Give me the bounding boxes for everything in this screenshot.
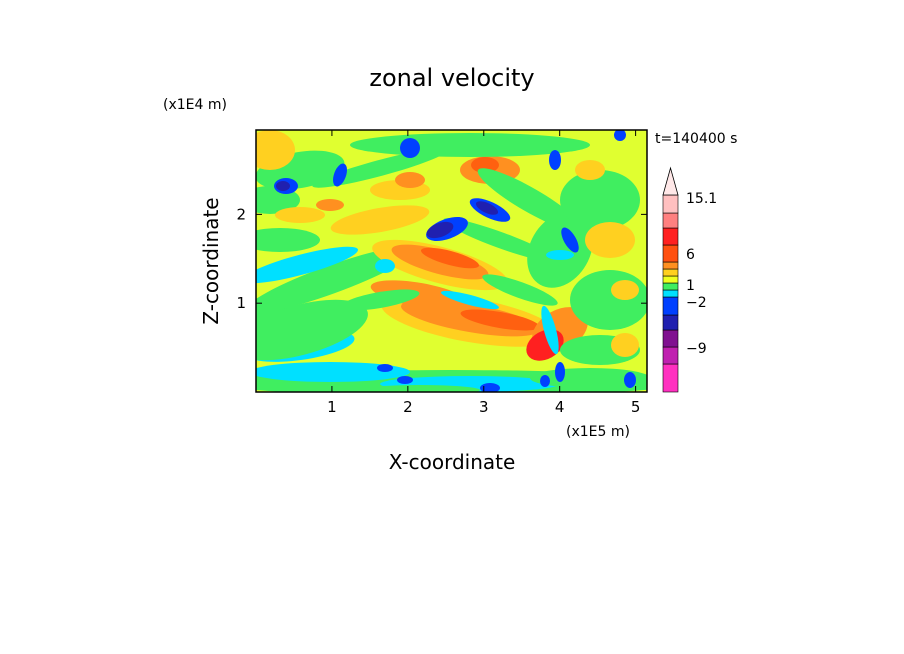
x-tick-label: 1 [327, 398, 337, 416]
contour-band [340, 289, 420, 311]
colorbar-labels: 15.1 6 1−2 −9 [686, 191, 717, 357]
contour-band [420, 247, 480, 269]
contour-band [395, 172, 425, 188]
chart-title: zonal velocity [369, 64, 534, 92]
colorbar-label: 6 [686, 247, 695, 263]
contour-band [560, 170, 640, 230]
contour-band [426, 221, 454, 239]
contour-band [585, 222, 635, 258]
colorbar-label: 1 [686, 278, 695, 294]
contour-band [256, 246, 415, 314]
contour-band [360, 385, 480, 392]
contour-band [256, 299, 368, 361]
colorbar-swatch [662, 289, 679, 298]
contour-band [460, 309, 540, 331]
contour-band [549, 150, 561, 170]
contour-band [541, 305, 559, 355]
colorbar-swatch [662, 282, 679, 291]
x-tick-label: 2 [403, 398, 413, 416]
colorbar-swatch [662, 212, 679, 229]
time-label: t=140400 s [655, 131, 737, 147]
y-tick-label: 2 [236, 205, 246, 223]
contour-band [540, 375, 550, 387]
contour-band [333, 163, 347, 187]
contour-band [624, 372, 636, 388]
colorbar-swatch [662, 268, 679, 277]
contour-band [256, 362, 410, 382]
colorbar-swatch [662, 227, 679, 246]
colorbar-extend-arrow [662, 166, 679, 196]
contour-band [370, 280, 470, 310]
colorbar-swatch [662, 194, 679, 214]
contour-band [400, 138, 420, 158]
contour-band [570, 270, 647, 330]
contour-band [397, 376, 413, 384]
colorbar-swatch [662, 346, 679, 365]
y-multiplier: (x1E4 m) [163, 97, 227, 113]
x-multiplier: (x1E5 m) [566, 424, 630, 440]
colorbar-swatch [662, 296, 679, 316]
contour-band [316, 199, 344, 211]
contour-band [555, 362, 565, 382]
contour-band [256, 228, 320, 252]
contour-band [440, 290, 500, 310]
contour-band [375, 259, 395, 273]
contour-band [480, 383, 500, 392]
contour-band [377, 364, 393, 372]
contour-band [614, 130, 626, 141]
colorbar-label: −2 [686, 295, 707, 311]
contour-field [256, 130, 647, 392]
contour-band [475, 201, 499, 215]
contour-band [276, 181, 290, 191]
colorbar-label: 15.1 [686, 191, 717, 207]
y-axis-label: Z-coordinate [199, 197, 223, 324]
colorbar-swatch [662, 244, 679, 263]
contour-band [256, 130, 295, 170]
contour-band [561, 227, 579, 253]
contour-band [471, 157, 499, 173]
x-axis: 1 2 3 4 5 [327, 130, 640, 416]
y-axis: 12 [236, 205, 647, 312]
colorbar-swatch [662, 329, 679, 348]
contour-band [256, 246, 359, 284]
x-axis-label: X-coordinate [389, 450, 516, 474]
contour-band [330, 205, 430, 235]
x-tick-label: 5 [631, 398, 641, 416]
contour-band [611, 333, 639, 357]
contour-band [611, 280, 639, 300]
colorbar-swatch [662, 314, 679, 331]
contour-band [275, 207, 325, 223]
contour-band [546, 250, 574, 260]
contour-band [482, 274, 558, 306]
colorbar-swatch [662, 275, 679, 284]
contour-band [575, 160, 605, 180]
plot-frame [255, 129, 648, 393]
x-tick-label: 3 [479, 398, 489, 416]
y-tick-label: 1 [236, 294, 246, 312]
colorbar [662, 166, 679, 393]
contour-band [312, 148, 448, 188]
colorbar-swatch [662, 363, 679, 393]
colorbar-swatch [662, 261, 679, 270]
colorbar-label: −9 [686, 341, 707, 357]
x-tick-label: 4 [555, 398, 565, 416]
